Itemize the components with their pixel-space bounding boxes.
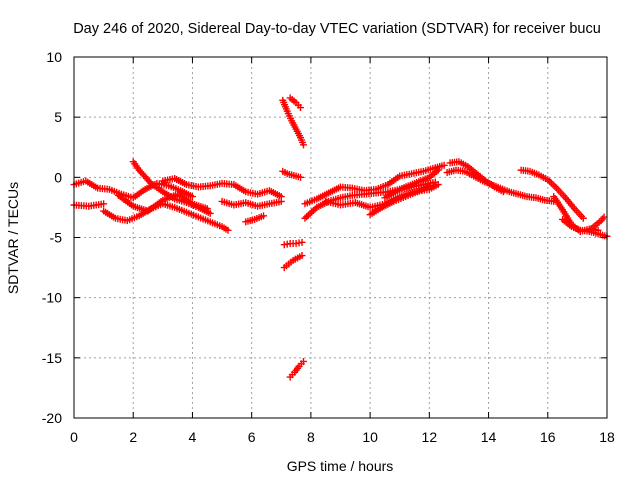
series-track-25 [550,193,602,235]
y-axis-label: SDTVAR / TECUs [5,182,21,294]
data-point [299,357,307,365]
x-tick-label: 8 [307,429,315,445]
x-axis-label: GPS time / hours [287,458,394,474]
x-tick-label: 10 [362,429,378,445]
data-point [298,238,306,246]
series-track-15 [301,161,448,208]
chart-title: Day 246 of 2020, Sidereal Day-to-day VTE… [73,21,601,37]
data-point [579,214,587,222]
x-tick-label: 4 [189,429,197,445]
data-point [298,252,306,260]
data-point [499,188,507,196]
series-track-18 [366,182,433,219]
series-track-9 [279,96,307,149]
x-tick-label: 6 [248,429,256,445]
data-point [425,182,433,190]
series-track-19 [381,166,442,202]
data-point [434,166,442,174]
y-tick-label: -20 [42,410,62,426]
data-point [188,193,196,201]
series-track-14 [286,357,307,381]
data-point [600,213,608,221]
data-point [100,200,108,208]
x-tick-label: 0 [70,429,78,445]
data-point [203,205,211,213]
y-tick-label: -15 [42,350,62,366]
gridlines [74,57,607,418]
data-point [299,141,307,149]
y-tick-label: -10 [42,290,62,306]
data-point [206,209,214,217]
series-track-22 [517,166,587,222]
y-tick-label: 10 [46,49,62,65]
series-track-6 [114,190,211,215]
data-point [297,173,305,181]
data-point [434,181,442,189]
x-tick-label: 18 [599,429,615,445]
series-track-3 [100,200,232,234]
x-tick-label: 14 [481,429,497,445]
series-track-10 [286,94,305,112]
data-point [277,197,285,205]
data-point [260,212,268,220]
axis-ticks: 0 2 4 6 8 10 12 14 16 18 -20 -15 -10 -5 0 5 10 [42,49,615,445]
series-track-12 [280,238,306,249]
data-point [594,226,602,234]
series-track-5 [159,175,285,201]
data-point [224,226,232,234]
series-track-20 [443,166,558,205]
series-track-2 [70,200,108,210]
data-markers [70,94,611,381]
y-tick-label: -5 [50,230,63,246]
series-track-8 [242,212,268,226]
series-track-11 [279,167,305,181]
x-tick-label: 12 [422,429,438,445]
data-point [297,104,305,112]
x-tick-label: 2 [129,429,137,445]
series-track-13 [280,252,306,272]
x-tick-label: 16 [540,429,556,445]
data-point [440,161,448,169]
y-tick-label: 5 [54,109,62,125]
y-tick-label: 0 [54,169,62,185]
series-track-7 [218,197,285,210]
series-track-21 [446,158,507,196]
